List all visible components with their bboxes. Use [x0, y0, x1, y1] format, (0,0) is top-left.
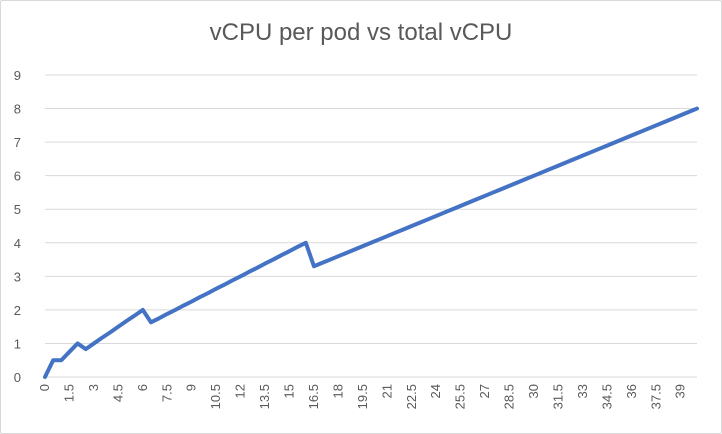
y-tick-label: 9: [14, 68, 21, 83]
x-tick-label: 21: [379, 384, 394, 398]
x-tick-label: 30: [526, 384, 541, 398]
gridlines: [45, 74, 697, 344]
x-tick-label: 0: [37, 384, 52, 391]
x-tick-label: 37.5: [648, 384, 663, 409]
x-tick-label: 12: [233, 384, 248, 398]
y-tick-label: 2: [14, 303, 21, 318]
x-tick-label: 16.5: [306, 384, 321, 409]
x-tick-label: 13.5: [257, 384, 272, 409]
x-tick-label: 31.5: [550, 384, 565, 409]
chart-title: vCPU per pod vs total vCPU: [209, 19, 513, 46]
x-tick-label: 27: [477, 384, 492, 398]
x-tick-label: 3: [86, 384, 101, 391]
x-tick-label: 22.5: [404, 384, 419, 409]
y-axis-tick-labels: 0 1 2 3 4 5 6 7 8 9: [14, 68, 21, 385]
y-tick-label: 3: [14, 269, 21, 284]
x-tick-label: 7.5: [159, 384, 174, 402]
y-tick-label: 0: [14, 370, 21, 385]
x-tick-label: 1.5: [61, 384, 76, 402]
x-tick-label: 24: [428, 384, 443, 398]
x-tick-label: 25.5: [453, 384, 468, 409]
x-tick-label: 39: [673, 384, 688, 398]
y-tick-label: 5: [14, 202, 21, 217]
x-tick-label: 15: [282, 384, 297, 398]
y-tick-label: 7: [14, 135, 21, 150]
x-axis-tick-labels: 0 1.5 3 4.5 6 7.5 9 10.5 12 13.5 15 16.5 18 19.5 21 22.…: [37, 384, 688, 409]
y-tick-label: 6: [14, 169, 21, 184]
x-tick-label: 4.5: [110, 384, 125, 402]
x-tick-label: 34.5: [599, 384, 614, 409]
x-tick-label: 36: [624, 384, 639, 398]
x-tick-label: 6: [135, 384, 150, 391]
y-tick-label: 4: [14, 236, 21, 251]
series-line-0: [43, 106, 699, 379]
x-tick-label: 10.5: [208, 384, 223, 409]
x-tick-label: 28.5: [502, 384, 517, 409]
y-tick-label: 8: [14, 102, 21, 117]
series-layer: [43, 106, 699, 379]
x-tick-label: 18: [330, 384, 345, 398]
x-tick-label: 9: [184, 384, 199, 391]
y-tick-label: 1: [14, 336, 21, 351]
x-tick-label: 33: [575, 384, 590, 398]
x-tick-label: 19.5: [355, 384, 370, 409]
